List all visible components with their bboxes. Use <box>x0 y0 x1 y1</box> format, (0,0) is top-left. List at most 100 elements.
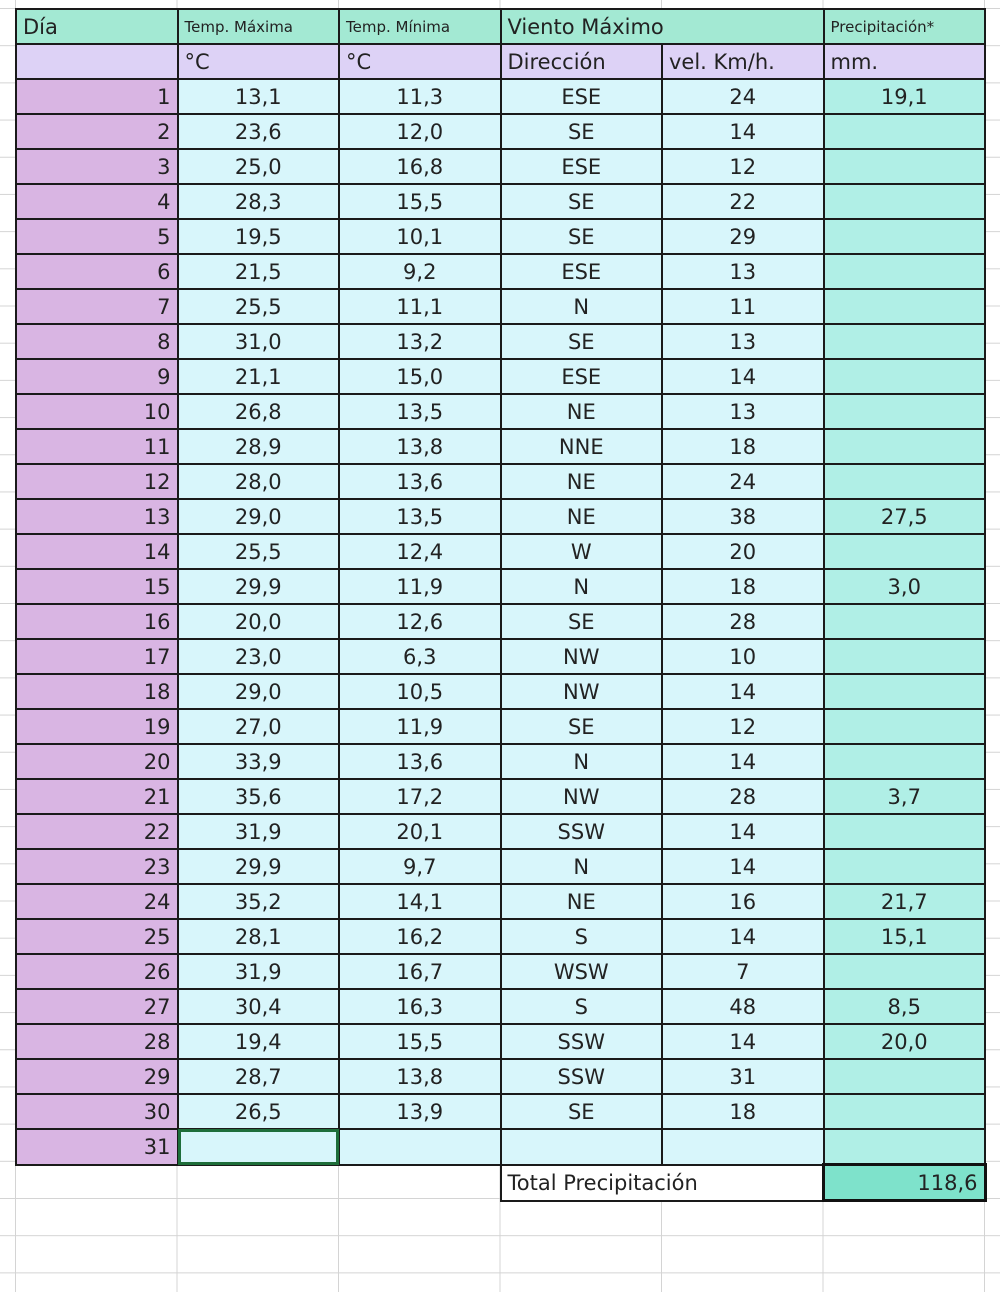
cell-tmax[interactable]: 19,5 <box>176 218 340 255</box>
cell-day[interactable]: 12 <box>15 463 179 500</box>
cell-wind-dir[interactable]: SE <box>499 1093 663 1130</box>
cell-day[interactable]: 21 <box>15 778 179 815</box>
cell-wind-dir[interactable]: SSW <box>499 813 663 850</box>
cell-tmax[interactable]: 23,0 <box>176 638 340 675</box>
cell-tmax[interactable]: 29,9 <box>176 848 340 885</box>
cell-wind-dir[interactable]: SE <box>499 183 663 220</box>
cell-wind-vel[interactable]: 28 <box>661 778 825 815</box>
cell-wind-vel[interactable]: 12 <box>661 148 825 185</box>
cell-precip[interactable] <box>822 638 986 675</box>
cell-precip[interactable] <box>822 323 986 360</box>
cell-tmax[interactable]: 31,0 <box>176 323 340 360</box>
cell-day[interactable]: 8 <box>15 323 179 360</box>
cell-day[interactable]: 16 <box>15 603 179 640</box>
cell-wind-vel[interactable]: 10 <box>661 638 825 675</box>
cell-wind-dir[interactable]: N <box>499 743 663 780</box>
cell-wind-vel[interactable]: 13 <box>661 323 825 360</box>
cell-precip[interactable] <box>822 848 986 885</box>
cell-tmax[interactable]: 33,9 <box>176 743 340 780</box>
cell-wind-vel[interactable]: 13 <box>661 393 825 430</box>
cell-day[interactable]: 29 <box>15 1058 179 1095</box>
cell-tmin[interactable]: 11,1 <box>338 288 502 325</box>
cell-precip[interactable] <box>822 1128 986 1166</box>
cell-wind-vel[interactable]: 22 <box>661 183 825 220</box>
cell-wind-vel[interactable]: 20 <box>661 533 825 570</box>
cell-tmin[interactable]: 10,5 <box>338 673 502 710</box>
cell-tmax[interactable]: 20,0 <box>176 603 340 640</box>
cell-wind-vel[interactable]: 16 <box>661 883 825 920</box>
cell-wind-dir[interactable]: W <box>499 533 663 570</box>
total-value[interactable]: 118,6 <box>822 1163 987 1202</box>
cell-wind-vel[interactable]: 29 <box>661 218 825 255</box>
cell-day[interactable]: 22 <box>15 813 179 850</box>
cell-precip[interactable]: 3,0 <box>822 568 986 605</box>
cell-tmax[interactable]: 29,0 <box>176 673 340 710</box>
cell-precip[interactable] <box>822 288 986 325</box>
cell-precip[interactable] <box>822 813 986 850</box>
cell-precip[interactable] <box>822 708 986 745</box>
cell-tmax[interactable]: 25,0 <box>176 148 340 185</box>
cell-tmax[interactable]: 31,9 <box>176 953 340 990</box>
cell-day[interactable]: 31 <box>15 1128 179 1166</box>
unit-vel[interactable]: vel. Km/h. <box>661 43 825 80</box>
cell-precip[interactable] <box>822 1093 986 1130</box>
cell-tmin[interactable]: 11,9 <box>338 708 502 745</box>
cell-precip[interactable]: 8,5 <box>822 988 986 1025</box>
cell-wind-dir[interactable]: NE <box>499 463 663 500</box>
cell-wind-dir[interactable]: SE <box>499 218 663 255</box>
cell-wind-vel[interactable]: 38 <box>661 498 825 535</box>
cell-wind-dir[interactable]: NW <box>499 638 663 675</box>
cell-tmax[interactable]: 29,0 <box>176 498 340 535</box>
cell-precip[interactable] <box>822 428 986 465</box>
cell-tmax[interactable]: 29,9 <box>176 568 340 605</box>
cell-wind-dir[interactable] <box>499 1128 663 1166</box>
cell-tmin[interactable]: 16,8 <box>338 148 502 185</box>
cell-day[interactable]: 4 <box>15 183 179 220</box>
cell-tmin[interactable]: 13,6 <box>338 743 502 780</box>
unit-precip[interactable]: mm. <box>822 43 986 80</box>
cell-day[interactable]: 25 <box>15 918 179 955</box>
cell-tmax[interactable]: 25,5 <box>176 288 340 325</box>
cell-precip[interactable]: 3,7 <box>822 778 986 815</box>
cell-day[interactable]: 15 <box>15 568 179 605</box>
cell-tmax[interactable] <box>176 1128 340 1166</box>
cell-tmax[interactable]: 23,6 <box>176 113 340 150</box>
cell-wind-vel[interactable]: 18 <box>661 428 825 465</box>
cell-day[interactable]: 28 <box>15 1023 179 1060</box>
cell-wind-vel[interactable]: 11 <box>661 288 825 325</box>
cell-tmax[interactable]: 26,8 <box>176 393 340 430</box>
header-tmin[interactable]: Temp. Mínima <box>338 8 502 45</box>
cell-tmax[interactable]: 28,0 <box>176 463 340 500</box>
cell-tmin[interactable]: 13,8 <box>338 1058 502 1095</box>
cell-wind-dir[interactable]: NE <box>499 393 663 430</box>
cell-wind-dir[interactable]: N <box>499 288 663 325</box>
cell-tmax[interactable]: 26,5 <box>176 1093 340 1130</box>
cell-wind-dir[interactable]: WSW <box>499 953 663 990</box>
unit-tmin[interactable]: °C <box>338 43 502 80</box>
cell-day[interactable]: 18 <box>15 673 179 710</box>
cell-wind-vel[interactable]: 31 <box>661 1058 825 1095</box>
cell-precip[interactable] <box>822 603 986 640</box>
cell-wind-dir[interactable]: NW <box>499 673 663 710</box>
cell-tmin[interactable]: 20,1 <box>338 813 502 850</box>
total-label[interactable]: Total Precipitación <box>499 1163 825 1202</box>
cell-wind-dir[interactable]: NNE <box>499 428 663 465</box>
cell-precip[interactable] <box>822 148 986 185</box>
cell-precip[interactable] <box>822 358 986 395</box>
cell-day[interactable]: 2 <box>15 113 179 150</box>
cell-wind-dir[interactable]: ESE <box>499 253 663 290</box>
header-wind[interactable]: Viento Máximo <box>499 8 825 45</box>
cell-precip[interactable] <box>822 253 986 290</box>
cell-day[interactable]: 26 <box>15 953 179 990</box>
cell-day[interactable]: 7 <box>15 288 179 325</box>
cell-day[interactable]: 3 <box>15 148 179 185</box>
cell-precip[interactable]: 27,5 <box>822 498 986 535</box>
header-tmax[interactable]: Temp. Máxima <box>176 8 340 45</box>
cell-wind-dir[interactable]: ESE <box>499 78 663 115</box>
cell-tmin[interactable]: 12,4 <box>338 533 502 570</box>
cell-day[interactable]: 27 <box>15 988 179 1025</box>
cell-tmin[interactable]: 10,1 <box>338 218 502 255</box>
cell-wind-dir[interactable]: S <box>499 988 663 1025</box>
cell-wind-vel[interactable]: 18 <box>661 1093 825 1130</box>
cell-tmin[interactable]: 13,6 <box>338 463 502 500</box>
